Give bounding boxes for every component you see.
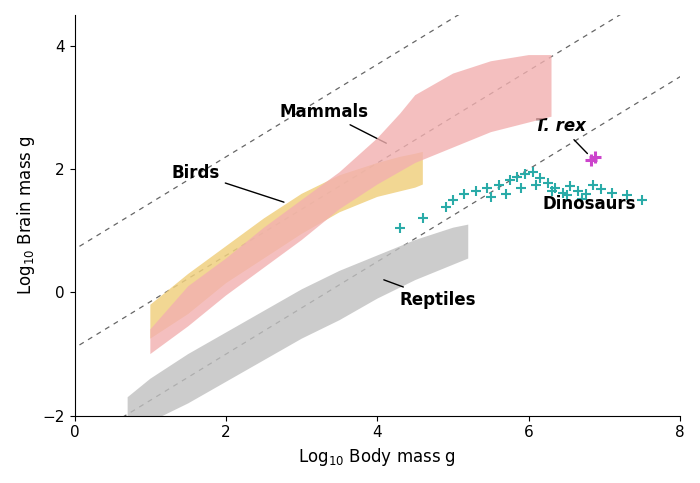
Point: [606, 189, 617, 197]
Polygon shape: [127, 225, 468, 428]
Point: [447, 196, 458, 204]
Point: [546, 187, 557, 195]
Point: [440, 203, 451, 211]
Point: [493, 181, 504, 188]
Point: [512, 172, 523, 180]
Point: [622, 191, 633, 199]
Point: [573, 187, 584, 195]
Point: [482, 184, 493, 191]
Point: [590, 153, 601, 161]
Point: [519, 170, 531, 178]
Point: [527, 169, 538, 176]
Text: Dinosaurs: Dinosaurs: [542, 195, 636, 213]
Point: [504, 176, 515, 184]
Polygon shape: [150, 152, 423, 339]
Point: [535, 174, 546, 182]
Point: [500, 190, 512, 198]
Point: [576, 195, 587, 202]
Y-axis label: Log$_{10}$ Brain mass g: Log$_{10}$ Brain mass g: [15, 136, 37, 295]
Point: [637, 196, 648, 204]
X-axis label: Log$_{10}$ Body mass g: Log$_{10}$ Body mass g: [298, 446, 456, 468]
Text: Mammals: Mammals: [280, 103, 386, 143]
Point: [417, 214, 428, 222]
Point: [580, 190, 592, 198]
Point: [587, 181, 598, 188]
Text: Reptiles: Reptiles: [384, 280, 476, 309]
Point: [585, 156, 596, 164]
Point: [459, 190, 470, 198]
Point: [557, 189, 568, 197]
Polygon shape: [150, 55, 552, 354]
Point: [565, 183, 576, 190]
Point: [595, 185, 606, 193]
Point: [550, 184, 561, 191]
Point: [470, 187, 482, 195]
Point: [531, 181, 542, 188]
Text: T. rex: T. rex: [536, 117, 587, 154]
Text: Birds: Birds: [172, 164, 284, 202]
Point: [516, 184, 527, 191]
Point: [542, 179, 553, 186]
Point: [485, 193, 496, 201]
Point: [395, 224, 406, 231]
Point: [561, 191, 572, 199]
